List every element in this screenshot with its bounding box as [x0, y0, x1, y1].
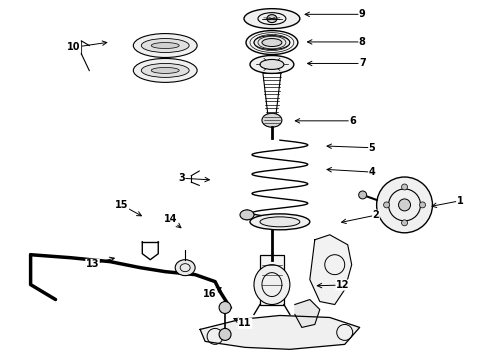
- Polygon shape: [200, 315, 360, 349]
- Text: 3: 3: [178, 173, 185, 183]
- Ellipse shape: [246, 31, 298, 54]
- Polygon shape: [295, 300, 320, 328]
- Bar: [260, 255, 284, 305]
- Text: 14: 14: [164, 215, 177, 224]
- Text: 12: 12: [336, 280, 349, 290]
- Ellipse shape: [250, 55, 294, 73]
- Text: 1: 1: [457, 196, 464, 206]
- Text: 11: 11: [238, 319, 252, 328]
- Text: 6: 6: [349, 116, 356, 126]
- Text: 5: 5: [368, 143, 375, 153]
- Ellipse shape: [151, 42, 179, 49]
- Ellipse shape: [398, 199, 411, 211]
- Ellipse shape: [240, 210, 254, 220]
- Ellipse shape: [254, 36, 290, 50]
- Text: 4: 4: [368, 167, 375, 177]
- Text: 7: 7: [359, 58, 366, 68]
- Text: 13: 13: [86, 259, 99, 269]
- Ellipse shape: [250, 214, 310, 230]
- Text: 9: 9: [359, 9, 366, 19]
- Ellipse shape: [401, 184, 408, 190]
- Ellipse shape: [260, 59, 284, 69]
- Ellipse shape: [419, 202, 425, 208]
- Ellipse shape: [141, 63, 189, 77]
- Ellipse shape: [262, 39, 282, 46]
- Text: 8: 8: [359, 37, 366, 47]
- Ellipse shape: [401, 220, 408, 226]
- Text: 15: 15: [115, 200, 128, 210]
- Ellipse shape: [267, 15, 277, 23]
- Ellipse shape: [244, 9, 300, 28]
- Polygon shape: [310, 235, 352, 305]
- Ellipse shape: [219, 328, 231, 340]
- Ellipse shape: [175, 260, 195, 276]
- Ellipse shape: [219, 302, 231, 314]
- Ellipse shape: [384, 202, 390, 208]
- Ellipse shape: [359, 191, 367, 199]
- Ellipse shape: [262, 113, 282, 127]
- Ellipse shape: [254, 265, 290, 305]
- Ellipse shape: [141, 39, 189, 53]
- Ellipse shape: [133, 33, 197, 58]
- Text: 2: 2: [372, 210, 379, 220]
- Ellipse shape: [377, 177, 433, 233]
- Text: 10: 10: [67, 42, 81, 52]
- Ellipse shape: [133, 58, 197, 82]
- Ellipse shape: [151, 67, 179, 73]
- Ellipse shape: [260, 217, 300, 227]
- Ellipse shape: [258, 13, 286, 24]
- Text: 16: 16: [203, 289, 217, 299]
